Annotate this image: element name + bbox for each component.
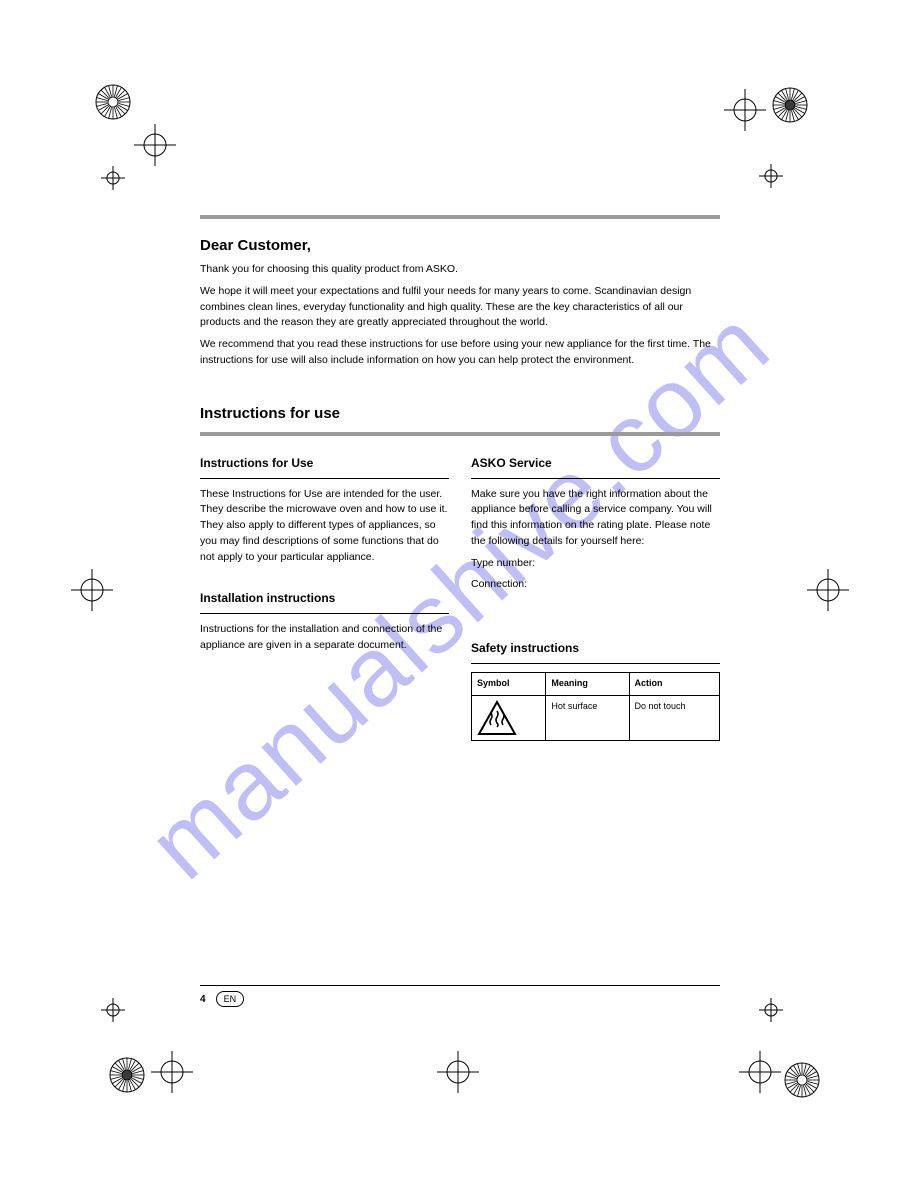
- registration-mark-icon: [101, 166, 125, 190]
- registration-mark-icon: [101, 998, 125, 1022]
- registration-mark-icon: [71, 569, 113, 611]
- section-title: Instructions for use: [200, 405, 720, 422]
- left-column: Instructions for Use These Instructions …: [200, 454, 449, 741]
- sub-head-install: Installation instructions: [200, 589, 449, 607]
- registration-mark-icon: [772, 87, 808, 123]
- table-cell-action: Do not touch: [629, 695, 719, 740]
- page-content: Dear Customer, Thank you for choosing th…: [200, 215, 720, 741]
- registration-mark-icon: [134, 124, 176, 166]
- intro-p1: Thank you for choosing this quality prod…: [200, 262, 720, 278]
- table-cell-meaning: Hot surface: [546, 695, 629, 740]
- sub-head-safety: Safety instructions: [471, 639, 720, 657]
- sub-rule: [200, 478, 449, 479]
- right-column: ASKO Service Make sure you have the righ…: [471, 454, 720, 741]
- registration-mark-icon: [807, 569, 849, 611]
- sub-head-service: ASKO Service: [471, 454, 720, 472]
- registration-mark-icon: [724, 89, 766, 131]
- registration-mark-icon: [109, 1057, 145, 1093]
- heavy-rule-top: [200, 215, 720, 219]
- table-header-symbol: Symbol: [472, 673, 546, 696]
- install-body: Instructions for the installation and co…: [200, 622, 449, 654]
- page-footer: 4 EN: [200, 985, 720, 1007]
- table-header-meaning: Meaning: [546, 673, 629, 696]
- instructions-body: These Instructions for Use are intended …: [200, 487, 449, 566]
- heavy-rule-section: [200, 432, 720, 436]
- footer-rule: [200, 985, 720, 986]
- intro-p2: We hope it will meet your expectations a…: [200, 284, 720, 331]
- page-number: 4: [200, 994, 206, 1005]
- language-pill: EN: [216, 991, 245, 1007]
- registration-mark-icon: [784, 1062, 820, 1098]
- type-number-label: Type number:: [471, 556, 720, 572]
- registration-mark-icon: [437, 1051, 479, 1093]
- registration-mark-icon: [151, 1051, 193, 1093]
- safety-table: Symbol Meaning Action Hot surface: [471, 672, 720, 741]
- greeting: Dear Customer,: [200, 237, 720, 254]
- registration-mark-icon: [739, 1051, 781, 1093]
- intro-p3: We recommend that you read these instruc…: [200, 337, 720, 369]
- service-body: Make sure you have the right information…: [471, 487, 720, 550]
- table-header-action: Action: [629, 673, 719, 696]
- two-column-layout: Instructions for Use These Instructions …: [200, 454, 720, 741]
- intro-body: Thank you for choosing this quality prod…: [200, 262, 720, 369]
- hot-surface-icon: [472, 695, 546, 740]
- registration-mark-icon: [759, 164, 783, 188]
- sub-head-instructions: Instructions for Use: [200, 454, 449, 472]
- connection-label: Connection:: [471, 577, 720, 593]
- sub-rule: [471, 663, 720, 664]
- registration-mark-icon: [95, 84, 131, 120]
- sub-rule: [200, 613, 449, 614]
- registration-mark-icon: [759, 998, 783, 1022]
- sub-rule: [471, 478, 720, 479]
